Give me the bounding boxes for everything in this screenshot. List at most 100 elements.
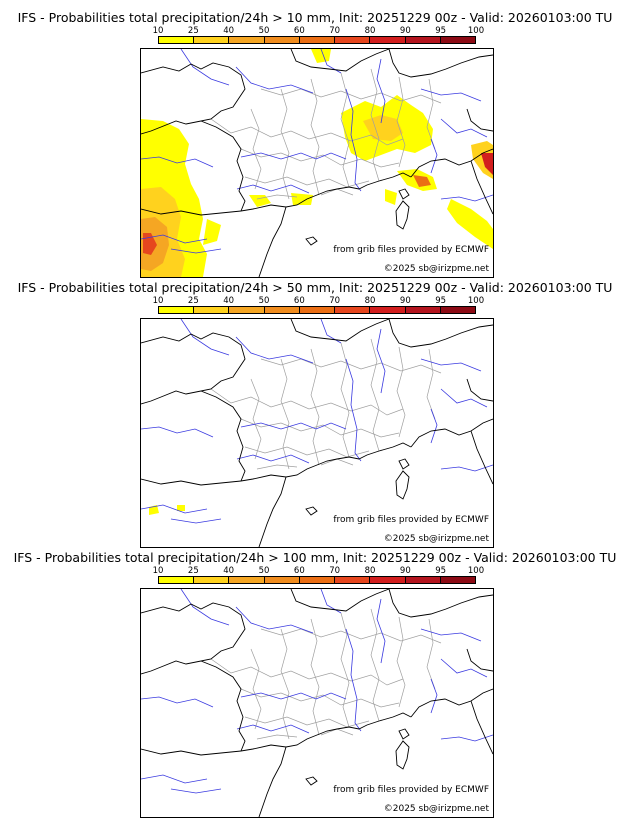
river-line	[420, 88, 482, 102]
legend-tick-label: 70	[329, 566, 341, 576]
admin-boundary	[250, 108, 262, 190]
legend-ticks: 10 25 40 50 60 70 80 90 95 100	[153, 26, 485, 36]
panel-title: IFS - Probabilities total precipitation/…	[13, 550, 617, 565]
river-line	[180, 49, 230, 86]
precip-area-very-high	[481, 153, 493, 175]
precip-map: from grib files provided by ECMWF ©2025 …	[140, 48, 494, 278]
precip-area-light	[177, 505, 185, 511]
legend-color-cell	[335, 37, 371, 43]
admin-boundary	[210, 118, 404, 146]
river-line	[141, 234, 208, 244]
precip-area-light	[203, 219, 221, 245]
legend-tick-label: 60	[293, 26, 305, 36]
legend-tick-label: 50	[258, 566, 270, 576]
river-line	[240, 152, 347, 160]
admin-boundary	[280, 628, 290, 740]
legend-ticks: 10 25 40 50 60 70 80 90 95 100	[153, 566, 485, 576]
coastline	[240, 442, 412, 482]
coastline	[388, 319, 493, 348]
coastline	[398, 458, 410, 470]
admin-boundary	[396, 346, 406, 438]
legend-tick-label: 80	[364, 26, 376, 36]
panel-10mm: IFS - Probabilities total precipitation/…	[0, 0, 630, 278]
coastline	[410, 418, 493, 448]
river-line	[170, 788, 222, 794]
river-line	[376, 598, 386, 664]
legend-color-cell	[299, 577, 336, 583]
legend-color-cell	[370, 307, 406, 313]
legend-tick-label: 100	[467, 566, 485, 576]
copyright-credit: ©2025 sb@irizpme.net	[383, 804, 489, 814]
legend-tick-label: 80	[364, 566, 376, 576]
river-line	[440, 658, 488, 678]
coastline	[388, 589, 493, 618]
admin-boundary	[370, 338, 380, 452]
legend-color-cell	[264, 307, 300, 313]
admin-boundary	[320, 458, 354, 466]
source-credit: from grib files provided by ECMWF	[333, 785, 489, 795]
precip-area-light	[311, 49, 331, 63]
legend-color-cell	[159, 37, 195, 43]
legend-tick-label: 40	[223, 26, 235, 36]
admin-boundary	[310, 78, 320, 196]
coastline	[305, 776, 318, 786]
legend-color-cell	[194, 307, 230, 313]
river-line	[440, 464, 493, 472]
admin-boundary	[244, 446, 370, 458]
admin-boundary	[244, 716, 370, 728]
coastline	[466, 378, 493, 402]
coastline	[388, 49, 493, 78]
river-line	[240, 692, 347, 700]
river-line	[345, 358, 362, 462]
coastline	[258, 206, 287, 277]
coastline	[470, 430, 493, 485]
legend-color-cell	[440, 307, 475, 313]
legend-tick-label: 50	[258, 26, 270, 36]
coastline	[141, 62, 246, 135]
coastline	[290, 49, 390, 72]
coastline	[200, 120, 246, 212]
coastline	[410, 148, 493, 178]
admin-boundary	[426, 618, 436, 690]
admin-boundary	[340, 72, 350, 188]
coastline	[200, 660, 246, 752]
legend-tick-label: 70	[329, 26, 341, 36]
legend-tick-label: 100	[467, 296, 485, 306]
precip-area-light	[447, 199, 493, 249]
color-legend: 10 25 40 50 60 70 80 90 95 100	[153, 296, 484, 314]
coastline	[398, 188, 410, 200]
admin-boundary	[210, 388, 404, 416]
coastline	[141, 478, 242, 486]
admin-boundary	[340, 342, 350, 458]
admin-boundary	[250, 378, 262, 460]
legend-bar	[158, 36, 476, 44]
river-line	[141, 774, 208, 784]
panel-title: IFS - Probabilities total precipitation/…	[17, 10, 613, 25]
coastline	[398, 728, 410, 740]
river-line	[440, 118, 488, 138]
legend-tick-label: 90	[399, 26, 411, 36]
precip-area-light	[249, 195, 271, 207]
coastline	[395, 470, 410, 500]
river-line	[235, 336, 314, 364]
coastline	[240, 172, 412, 212]
admin-boundary	[256, 194, 298, 200]
panel-50mm: IFS - Probabilities total precipitation/…	[0, 270, 630, 548]
map-svg	[141, 49, 493, 277]
admin-boundary	[370, 68, 380, 182]
admin-boundary	[426, 78, 436, 150]
river-line	[440, 388, 488, 408]
admin-boundary	[260, 88, 442, 104]
legend-tick-label: 25	[187, 566, 199, 576]
legend-color-cell	[405, 307, 441, 313]
admin-boundary	[210, 658, 404, 686]
river-line	[170, 518, 222, 524]
color-legend: 10 25 40 50 60 70 80 90 95 100	[153, 566, 485, 584]
legend-tick-label: 40	[223, 296, 235, 306]
coastline	[290, 589, 390, 612]
coastline	[470, 700, 493, 755]
river-line	[376, 58, 386, 124]
legend-color-cell	[264, 37, 300, 43]
legend-color-cell	[229, 37, 265, 43]
legend-tick-label: 60	[293, 296, 305, 306]
